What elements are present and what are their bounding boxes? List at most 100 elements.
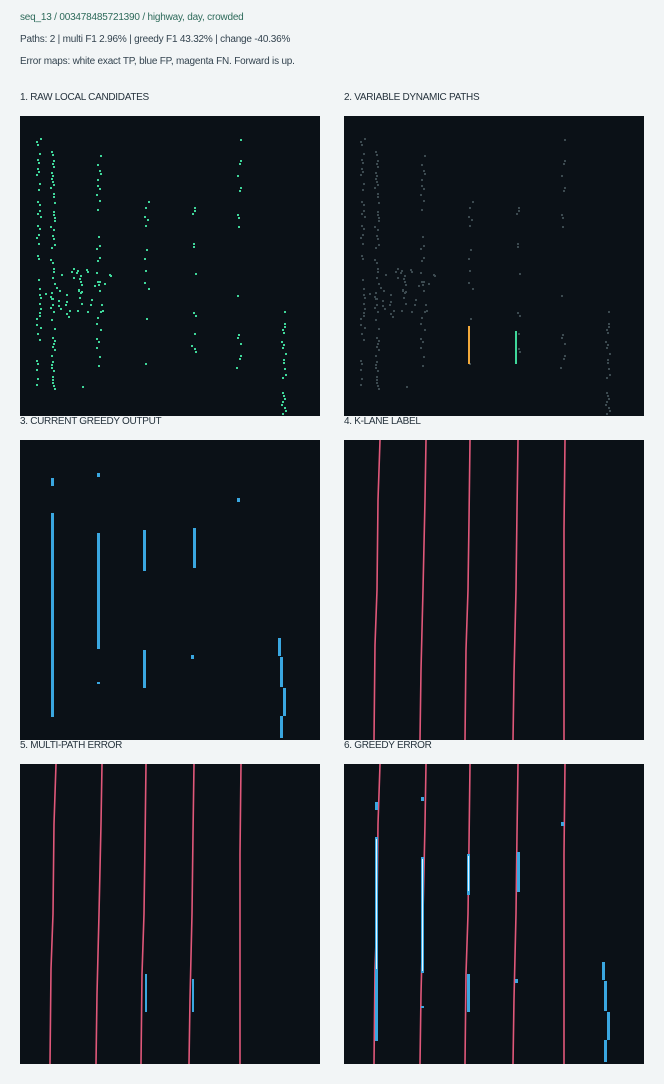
candidate-dot [376, 262, 378, 264]
fp-segment [561, 822, 564, 826]
candidate-dot [56, 287, 58, 289]
candidate-dot [468, 258, 470, 260]
candidate-dot [606, 377, 608, 379]
candidate-dot [96, 338, 98, 340]
candidate-dot [608, 398, 610, 400]
candidate-dot [54, 220, 56, 222]
candidate-dot [404, 275, 406, 277]
candidate-dot [518, 210, 520, 212]
candidate-dot [375, 292, 377, 294]
candidate-dot [36, 369, 38, 371]
candidate-dot [53, 268, 55, 270]
candidate-dot [51, 247, 53, 249]
candidate-dot [52, 304, 54, 306]
candidate-dot [285, 374, 287, 376]
candidate-dot [109, 274, 111, 276]
greedy-segment [51, 478, 54, 486]
candidate-dot [609, 353, 611, 355]
candidate-dot [238, 334, 240, 336]
candidate-dot [607, 332, 609, 334]
lane-label-line [49, 764, 57, 1064]
candidate-dot [51, 292, 53, 294]
candidate-dot [360, 141, 362, 143]
candidate-dot [37, 168, 39, 170]
candidate-dot [609, 410, 611, 412]
candidate-dot [96, 323, 98, 325]
candidate-dot [97, 185, 99, 187]
candidate-dot [99, 170, 101, 172]
candidate-dot [421, 281, 423, 283]
greedy-segment [280, 657, 283, 687]
candidate-dot [283, 344, 285, 346]
candidate-dot [421, 185, 423, 187]
lane-label-line [373, 440, 381, 740]
candidate-dot [420, 194, 422, 196]
candidate-dot [563, 358, 565, 360]
candidate-dot [236, 367, 238, 369]
candidate-dot [380, 287, 382, 289]
candidate-dot [469, 225, 471, 227]
candidate-dot [415, 299, 417, 301]
tp-segment [376, 839, 377, 969]
candidate-dot [54, 244, 56, 246]
candidate-dot [99, 290, 101, 292]
candidate-dot [423, 281, 425, 283]
candidate-dot [375, 319, 377, 321]
fp-segment [604, 1040, 607, 1062]
candidate-dot [376, 337, 378, 339]
candidate-dot [516, 213, 518, 215]
panel-label-raw: 1. RAW LOCAL CANDIDATES [20, 92, 149, 103]
candidate-dot [389, 304, 391, 306]
lane-label-line [464, 764, 471, 1064]
candidate-dot [606, 329, 608, 331]
candidate-dot [53, 238, 55, 240]
candidate-dot [87, 311, 89, 313]
candidate-dot [97, 179, 99, 181]
candidate-dot [423, 200, 425, 202]
candidate-dot [390, 301, 392, 303]
candidate-dot [45, 293, 47, 295]
candidate-dot [40, 327, 42, 329]
candidate-dot [98, 365, 100, 367]
candidate-dot [283, 362, 285, 364]
candidate-dot [374, 187, 376, 189]
candidate-dot [54, 217, 56, 219]
candidate-dot [378, 217, 380, 219]
candidate-dot [237, 214, 239, 216]
candidate-dot [562, 334, 564, 336]
candidate-dot [377, 184, 379, 186]
candidate-dot [362, 171, 364, 173]
candidate-dot [392, 316, 394, 318]
candidate-dot [377, 160, 379, 162]
candidate-dot [560, 367, 562, 369]
lane-label-line [419, 440, 427, 740]
candidate-dot [37, 363, 39, 365]
candidate-dot [193, 246, 195, 248]
greedy-segment [97, 473, 100, 477]
candidate-dot [193, 312, 195, 314]
tp-segment [422, 859, 423, 971]
candidate-dot [363, 315, 365, 317]
candidate-dot [284, 311, 286, 313]
candidate-dot [191, 345, 193, 347]
candidate-dot [402, 289, 404, 291]
candidate-dot [54, 202, 56, 204]
candidate-dot [237, 295, 239, 297]
candidate-dot [361, 144, 363, 146]
candidate-dot [96, 248, 98, 250]
candidate-dot [283, 359, 285, 361]
candidate-dot [425, 304, 427, 306]
candidate-dot [36, 237, 38, 239]
candidate-dot [471, 219, 473, 221]
candidate-dot [376, 376, 378, 378]
candidate-dot [422, 341, 424, 343]
candidate-dot [100, 311, 102, 313]
candidate-dot [239, 358, 241, 360]
candidate-dot [77, 270, 79, 272]
candidate-dot [54, 388, 56, 390]
panel-raw-candidates [20, 116, 320, 416]
candidate-dot [607, 344, 609, 346]
candidate-dot [52, 346, 54, 348]
candidate-dot [360, 174, 362, 176]
candidate-dot [99, 188, 101, 190]
